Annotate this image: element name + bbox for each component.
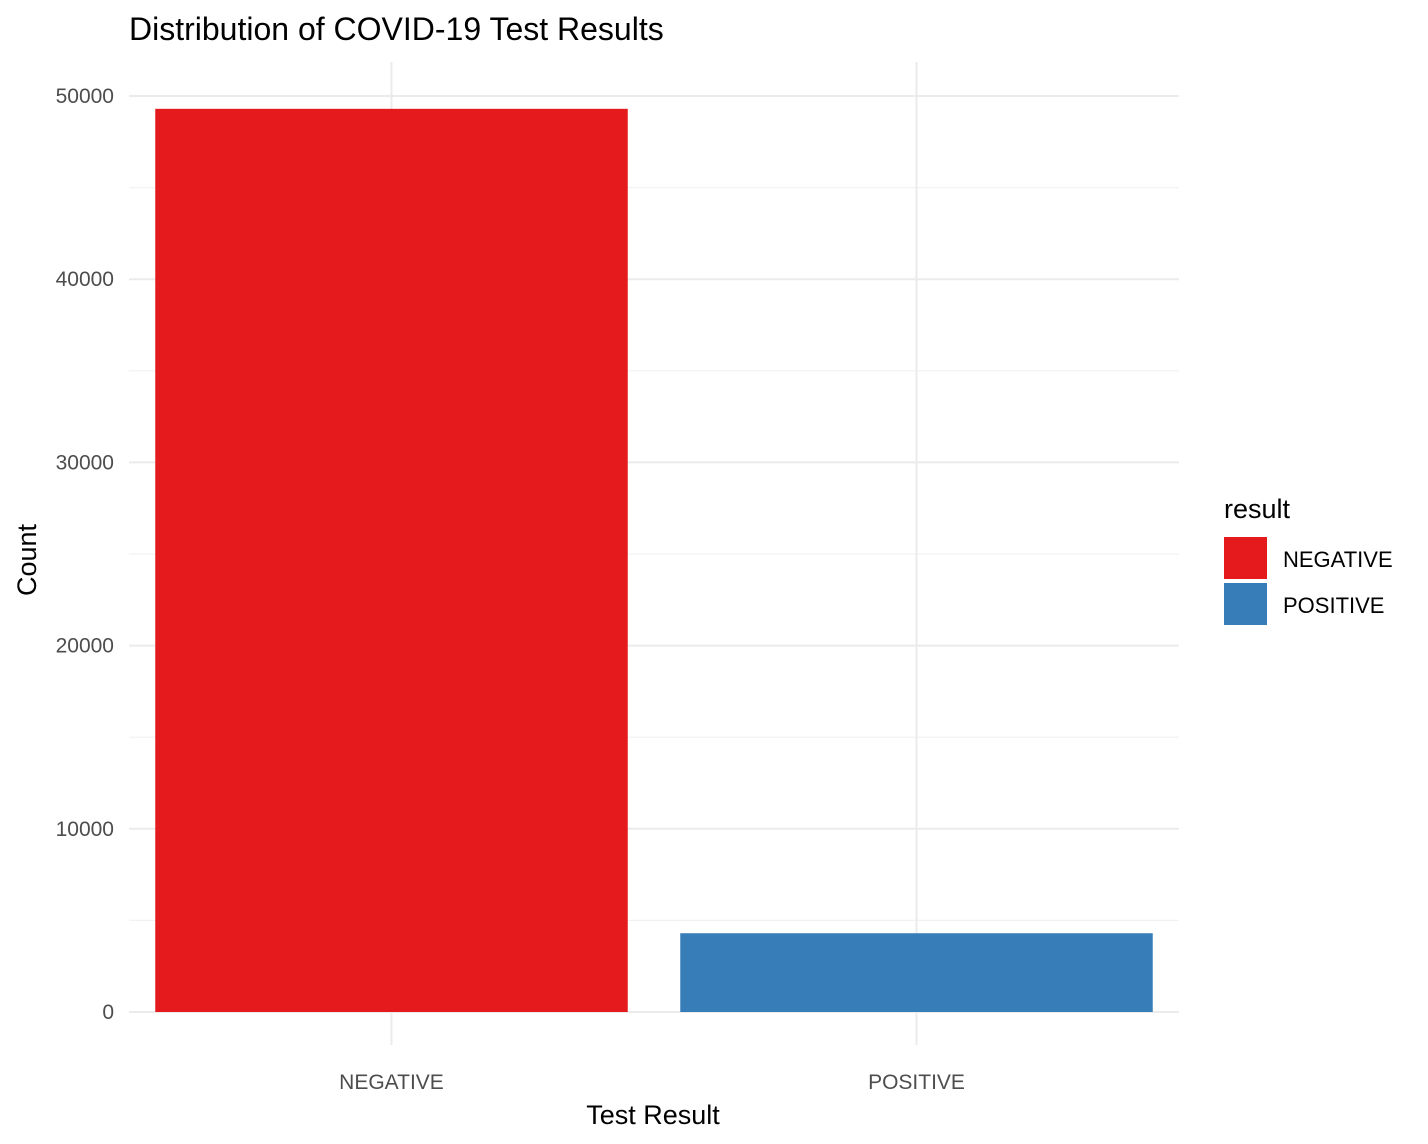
y-axis-title: Count [12, 523, 42, 596]
legend-key-positive [1224, 583, 1267, 625]
bar-positive [680, 933, 1153, 1012]
y-tick-label: 20000 [56, 635, 114, 658]
y-tick-label: 0 [102, 1001, 114, 1024]
y-tick-label: 10000 [56, 818, 114, 841]
legend-label-positive: POSITIVE [1283, 593, 1384, 618]
x-tick-label: NEGATIVE [339, 1071, 444, 1094]
chart-title: Distribution of COVID-19 Test Results [129, 11, 664, 47]
bars [155, 108, 1153, 1013]
legend-title: result [1224, 494, 1291, 524]
y-axis-ticks: 0 10000 20000 30000 40000 50000 [56, 85, 114, 1024]
y-tick-label: 30000 [56, 451, 114, 474]
x-axis-title: Test Result [586, 1100, 720, 1130]
legend-label-negative: NEGATIVE [1283, 547, 1393, 572]
x-axis-ticks: NEGATIVE POSITIVE [339, 1071, 965, 1094]
legend-key-negative [1224, 537, 1267, 579]
y-tick-label: 40000 [56, 268, 114, 291]
y-tick-label: 50000 [56, 85, 114, 108]
legend: result NEGATIVE POSITIVE [1224, 494, 1393, 625]
bar-negative [155, 108, 628, 1013]
x-tick-label: POSITIVE [868, 1071, 965, 1094]
